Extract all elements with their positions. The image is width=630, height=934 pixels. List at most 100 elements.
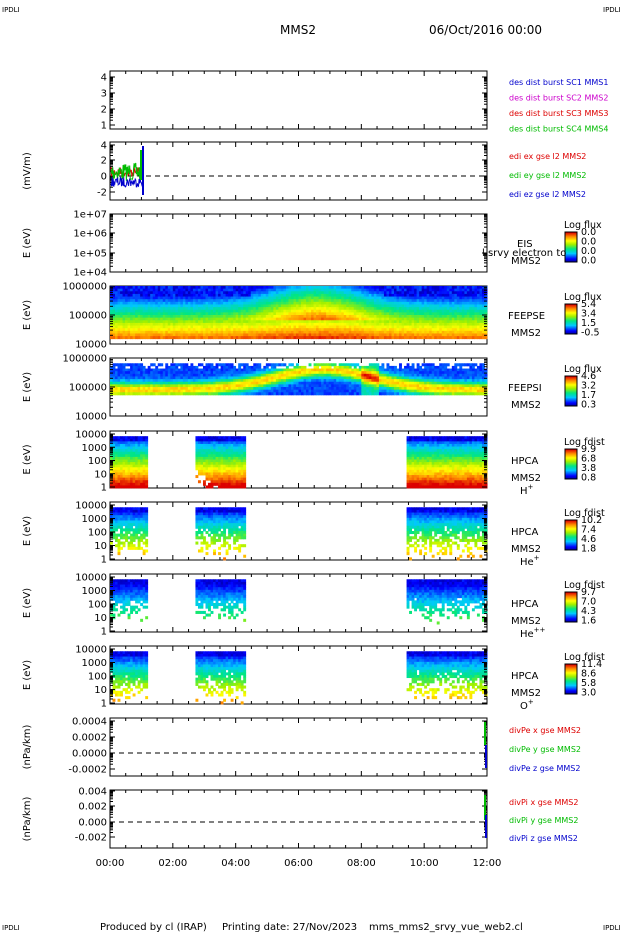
colorbar-tick-label: 4.6 [581, 534, 596, 545]
colorbar [564, 231, 578, 263]
time-tick-label: 08:00 [347, 858, 376, 869]
y-tick-label: 10000 [75, 430, 107, 441]
panel-frame [109, 70, 488, 130]
legend-label: edi ez gse l2 MMS2 [509, 190, 586, 199]
panel-p7: E (eV) He+ [22, 501, 578, 568]
y-tick-label: 1000 [82, 514, 107, 525]
y-tick-label: 1e+05 [73, 249, 107, 260]
legend-label: divPe y gse MMS2 [509, 745, 581, 754]
instrument-label: FEEPSI [508, 383, 542, 394]
y-tick-label: 10000 [75, 412, 107, 423]
instrument-label: HPCA [511, 671, 539, 682]
colorbar-tick-label: 3.8 [581, 463, 596, 474]
colorbar-tick-label: 9.9 [581, 444, 596, 455]
colorbar-tick-label: 1.7 [581, 390, 596, 401]
spacecraft-label: MMS2 [511, 616, 541, 627]
spacecraft-label: MMS2 [511, 688, 541, 699]
y-tick-label: 0.0002 [72, 733, 107, 744]
y-tick-label: 4 [101, 73, 107, 84]
colorbar [564, 303, 578, 335]
colorbar [564, 375, 578, 407]
footer-produced: Produced by cl (IRAP) [100, 922, 207, 933]
y-tick-label: -0.0002 [68, 765, 107, 776]
spacecraft-label: MMS2 [511, 544, 541, 555]
colorbar-tick-label: 7.0 [581, 597, 596, 608]
corner-label-bottom-right: IPDLI [603, 924, 621, 932]
time-tick-label: 10:00 [410, 858, 439, 869]
y-tick-label: 0.002 [78, 802, 107, 813]
time-tick-label: 00:00 [96, 858, 125, 869]
panel-p6: E (eV) H+ [22, 430, 578, 497]
y-tick-label: 100 [88, 456, 107, 467]
y-tick-label: 1000 [82, 586, 107, 597]
spacecraft-label: MMS2 [511, 473, 541, 484]
colorbar-tick-label: 0.0 [581, 227, 596, 238]
y-tick-label: 100000 [69, 311, 107, 322]
panel-p4: E (eV) [22, 285, 578, 345]
spectrogram [110, 651, 488, 705]
legend-label: divPi y gse MMS2 [509, 816, 578, 825]
panel-p1 [109, 70, 488, 130]
corner-label-bottom-left: IPDLI [2, 924, 20, 932]
y-tick-label: 10000 [75, 340, 107, 351]
y-tick-label: 1 [101, 121, 107, 132]
colorbar-tick-label: 5.4 [581, 299, 596, 310]
y-axis-label: E (eV) [22, 660, 33, 690]
y-axis-label: E (eV) [22, 516, 33, 546]
y-tick-label: 100 [88, 672, 107, 683]
legend-label: divPi x gse MMS2 [509, 798, 578, 807]
y-tick-label: 0 [101, 172, 107, 183]
colorbar [564, 448, 578, 480]
panel-p10: (nPa/km) [22, 717, 488, 777]
legend-label: divPe x gse MMS2 [509, 726, 581, 735]
corner-label-top-right: IPDLI [603, 6, 621, 14]
panel-p9: E (eV) O+ [22, 645, 578, 712]
panel-frame [109, 141, 488, 201]
colorbar-tick-label: 5.8 [581, 678, 596, 689]
panel-p2: (mV/m) [22, 141, 488, 201]
colorbar-tick-label: 3.4 [581, 309, 596, 320]
colorbar-tick-label: 10.2 [581, 515, 602, 526]
footer-filename: mms_mms2_srvy_vue_web2.cl [369, 922, 523, 933]
colorbar-tick-label: 0.0 [581, 246, 596, 257]
y-tick-label: 10000 [75, 501, 107, 512]
legend-label: edi ex gse l2 MMS2 [509, 152, 586, 161]
y-axis-label: E (eV) [22, 300, 33, 330]
panel-p8: E (eV) He++ [22, 573, 578, 640]
spectrogram [110, 579, 488, 625]
legend-label: divPi z gse MMS2 [509, 834, 578, 843]
legend-label: divPe z gse MMS2 [509, 764, 580, 773]
y-tick-label: 1e+07 [73, 210, 107, 221]
panel-p5: E (eV) [22, 357, 578, 417]
colorbar-tick-label: 9.7 [581, 587, 596, 598]
colorbar-tick-label: 7.4 [581, 525, 596, 536]
y-tick-label: 0.000 [78, 818, 107, 829]
y-tick-label: 0.0004 [72, 717, 107, 728]
time-tick-label: 04:00 [221, 858, 250, 869]
y-tick-label: 1 [101, 555, 107, 566]
colorbar-title: Log flux [564, 292, 602, 303]
y-tick-label: 10 [94, 541, 107, 552]
corner-label-top-left: IPDLI [2, 6, 20, 14]
y-axis-label: E (eV) [22, 444, 33, 474]
colorbar-title: Log fdist [564, 652, 605, 663]
colorbar [564, 519, 578, 551]
y-tick-label: 0.0000 [72, 749, 107, 760]
panel-frame [109, 717, 488, 777]
colorbar-title: Log fdist [564, 437, 605, 448]
y-tick-label: 1e+06 [73, 229, 107, 240]
instrument-label: EIS [517, 239, 533, 250]
instrument-label: HPCA [511, 527, 539, 538]
footer-printing-date: Printing date: 27/Nov/2023 [222, 922, 357, 933]
efield-series-z [110, 175, 144, 188]
colorbar-tick-label: 4.6 [581, 371, 596, 382]
y-tick-label: 10 [94, 469, 107, 480]
y-tick-label: 1 [101, 627, 107, 638]
colorbar-tick-label: 3.0 [581, 688, 596, 699]
time-tick-label: 12:00 [473, 858, 502, 869]
y-tick-label: 10000 [75, 645, 107, 656]
y-tick-label: 1000000 [62, 282, 107, 293]
colorbar-tick-label: 11.4 [581, 659, 602, 670]
y-axis-label: (mV/m) [22, 152, 33, 190]
colorbar-title: Log flux [564, 220, 602, 231]
